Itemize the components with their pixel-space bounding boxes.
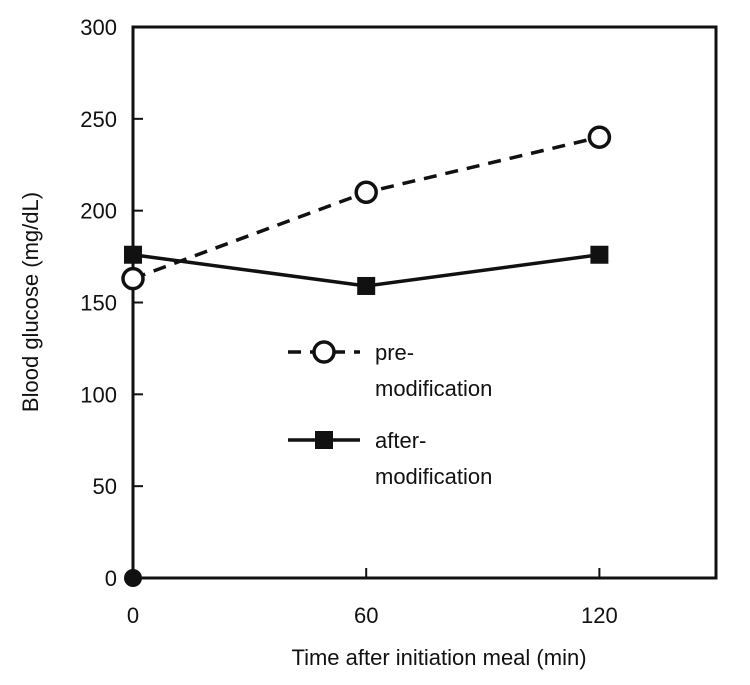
y-tick-label: 0 xyxy=(105,566,117,591)
y-tick-label: 100 xyxy=(80,382,117,407)
y-axis-ticks: 0 50 100 150 200 250 300 xyxy=(80,15,143,591)
data-point-after-modification xyxy=(357,276,376,295)
legend-label-after-modification: after- xyxy=(375,428,426,453)
y-tick-label: 250 xyxy=(80,107,117,132)
data-point-after-modification xyxy=(124,245,142,264)
data-point-pre-modification xyxy=(587,125,612,149)
y-tick-label: 200 xyxy=(80,199,117,224)
series-layer xyxy=(121,125,612,587)
data-point-after-modification xyxy=(590,245,609,264)
y-axis-title: Blood glucose (mg/dL) xyxy=(18,192,43,412)
series-line-pre-modification xyxy=(132,135,600,281)
legend-marker-pre-modification xyxy=(312,340,336,364)
y-tick-label: 50 xyxy=(93,474,117,499)
data-point-pre-modification xyxy=(354,180,378,205)
legend: pre-modification after-modification xyxy=(288,340,492,489)
data-point-pre-modification xyxy=(121,266,145,291)
x-tick-label: 0 xyxy=(127,603,139,628)
origin-marker xyxy=(124,569,142,587)
x-tick-label: 60 xyxy=(354,603,378,628)
y-tick-label: 150 xyxy=(80,291,117,316)
x-tick-label: 120 xyxy=(581,603,618,628)
legend-label-pre-modification: modification xyxy=(375,376,492,401)
legend-marker-after-modification xyxy=(315,431,333,449)
legend-label-pre-modification: pre- xyxy=(375,340,414,365)
legend-label-after-modification: modification xyxy=(375,464,492,489)
plot-frame xyxy=(131,25,718,580)
x-axis-title: Time after initiation meal (min) xyxy=(291,645,586,670)
x-axis-ticks: 0 60 120 xyxy=(127,568,618,628)
y-tick-label: 300 xyxy=(80,15,117,40)
